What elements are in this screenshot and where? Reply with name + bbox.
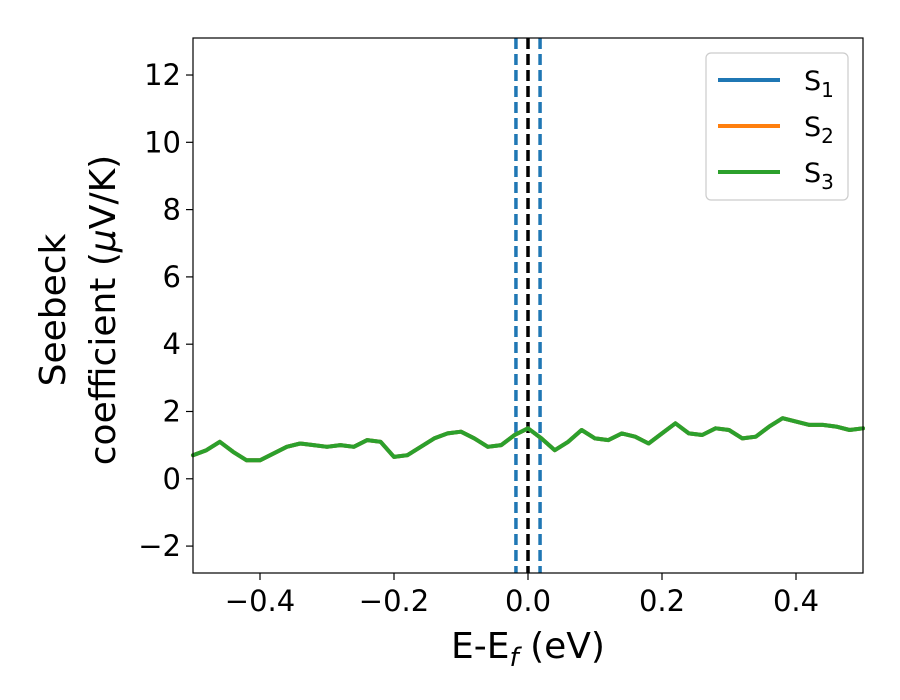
y-tick-label: 2 xyxy=(163,394,181,428)
y-tick-label: 0 xyxy=(163,462,181,496)
reference-lines xyxy=(514,38,542,573)
x-tick-label: 0.0 xyxy=(505,584,551,618)
series-line-S3 xyxy=(191,416,865,463)
legend: S1 S2 S3 xyxy=(705,52,849,201)
legend-label-S3: S3 xyxy=(804,158,834,194)
x-tick-label: −0.4 xyxy=(225,584,295,618)
y-axis-label-line1: Seebeck xyxy=(33,233,74,386)
x-axis: −0.4 −0.2 0.0 0.2 0.4 xyxy=(225,573,819,618)
y-tick-label: 12 xyxy=(144,58,181,92)
legend-label-S1: S1 xyxy=(804,66,834,102)
y-axis-label: Seebeck coefficient (μV/K) xyxy=(33,155,124,465)
y-tick-label: 6 xyxy=(163,260,181,294)
legend-label-S2: S2 xyxy=(804,112,834,148)
y-tick-label: 4 xyxy=(163,327,181,361)
x-tick-label: 0.4 xyxy=(773,584,819,618)
y-tick-label: 8 xyxy=(163,193,181,227)
y-tick-label: 10 xyxy=(144,125,181,159)
y-axis-label-line2: coefficient (μV/K) xyxy=(83,155,124,465)
x-axis-label: E-Ef (eV) xyxy=(451,626,605,673)
y-tick-label: −2 xyxy=(138,529,181,563)
x-tick-label: −0.2 xyxy=(359,584,429,618)
x-tick-label: 0.2 xyxy=(639,584,685,618)
series-lines xyxy=(191,416,865,463)
y-axis: −2 0 2 4 6 8 10 12 xyxy=(138,58,193,563)
